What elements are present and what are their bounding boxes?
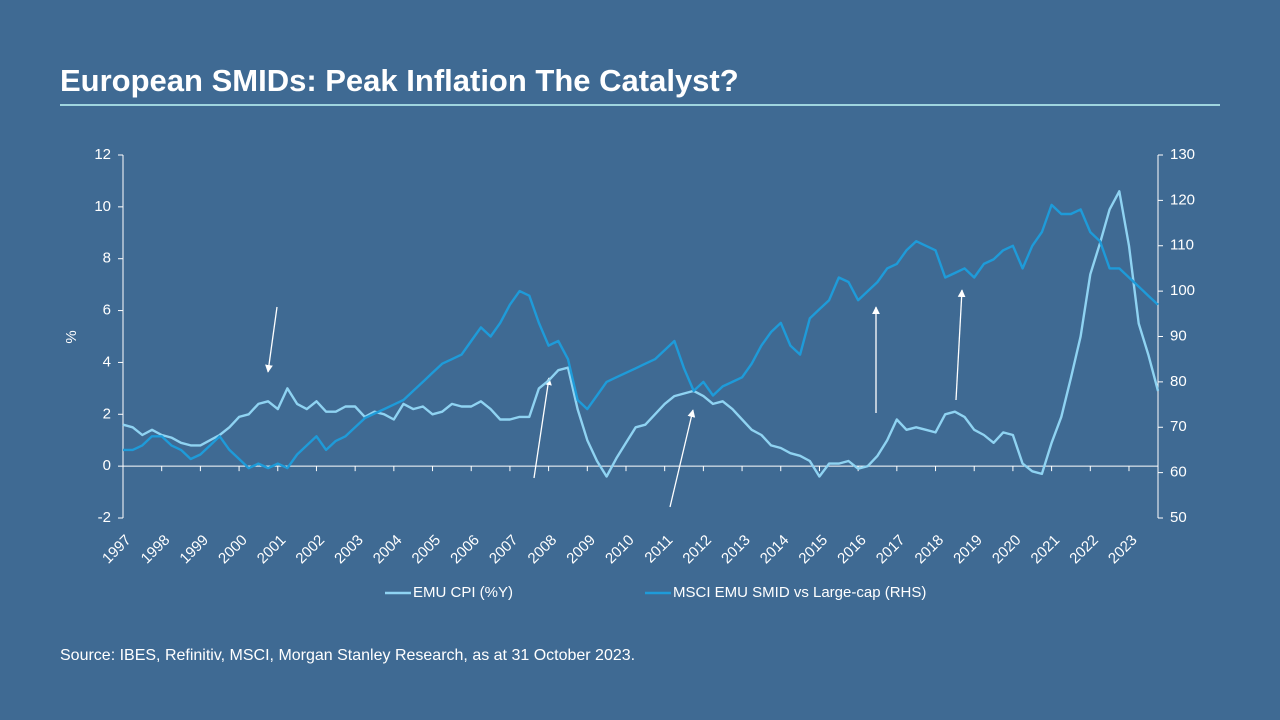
y2-tick-label: 70	[1170, 418, 1187, 435]
x-tick-label: 2019	[950, 532, 986, 568]
x-tick-label: 1998	[138, 532, 174, 568]
annotation-arrows	[265, 289, 966, 508]
x-tick-label: 2010	[602, 532, 638, 568]
x-tick-label: 2009	[563, 532, 599, 568]
x-tick-label: 2015	[795, 532, 831, 568]
x-tick-label: 2023	[1105, 532, 1141, 568]
x-tick-label: 2007	[486, 532, 522, 568]
x-tick-label: 2014	[757, 532, 793, 568]
x-tick-label: 2020	[989, 532, 1025, 568]
chart-title: European SMIDs: Peak Inflation The Catal…	[60, 63, 739, 98]
y-tick-label: 4	[103, 353, 111, 370]
y-tick-label: -2	[98, 509, 111, 526]
y-tick-label: 2	[103, 405, 111, 422]
y2-tick-label: 110	[1170, 237, 1194, 254]
x-tick-label: 1999	[176, 532, 212, 568]
y-tick-label: 10	[94, 198, 111, 215]
series-line	[123, 203, 1159, 470]
source-note: Source: IBES, Refinitiv, MSCI, Morgan St…	[60, 647, 635, 664]
y2-tick-label: 60	[1170, 464, 1187, 481]
x-tick-label: 2016	[834, 532, 870, 568]
x-tick-label: 2002	[292, 532, 328, 568]
y2-tick-label: 130	[1170, 146, 1195, 163]
x-tick-label: 2011	[641, 532, 676, 567]
legend-label: EMU CPI (%Y)	[413, 584, 513, 601]
y-tick-label: 8	[103, 250, 111, 267]
x-tick-label: 2000	[215, 532, 251, 568]
y2-tick-label: 50	[1170, 509, 1187, 526]
legend-label: MSCI EMU SMID vs Large-cap (RHS)	[673, 584, 926, 601]
series-line	[122, 190, 1160, 478]
x-tick-label: 2004	[370, 532, 406, 568]
y2-tick-label: 100	[1170, 282, 1195, 299]
x-tick-label: 2001	[254, 532, 290, 568]
x-tick-label: 2008	[525, 532, 561, 568]
x-tick-label: 1997	[99, 532, 135, 568]
x-tick-label: 2018	[912, 532, 948, 568]
y-tick-label: 12	[94, 146, 111, 163]
x-tick-label: 2006	[447, 532, 483, 568]
x-tick-label: 2022	[1066, 532, 1102, 568]
y2-tick-label: 80	[1170, 373, 1187, 390]
y-tick-label: 0	[103, 457, 111, 474]
x-tick-label: 2005	[409, 532, 445, 568]
y2-tick-label: 120	[1170, 191, 1195, 208]
x-tick-label: 2017	[873, 532, 909, 568]
y-tick-label: 6	[103, 302, 111, 319]
x-tick-label: 2012	[679, 532, 715, 568]
y-axis-label: %	[63, 330, 80, 343]
x-tick-label: 2013	[718, 532, 754, 568]
y2-tick-label: 90	[1170, 327, 1187, 344]
x-tick-label: 2021	[1028, 532, 1064, 568]
x-tick-label: 2003	[331, 532, 367, 568]
